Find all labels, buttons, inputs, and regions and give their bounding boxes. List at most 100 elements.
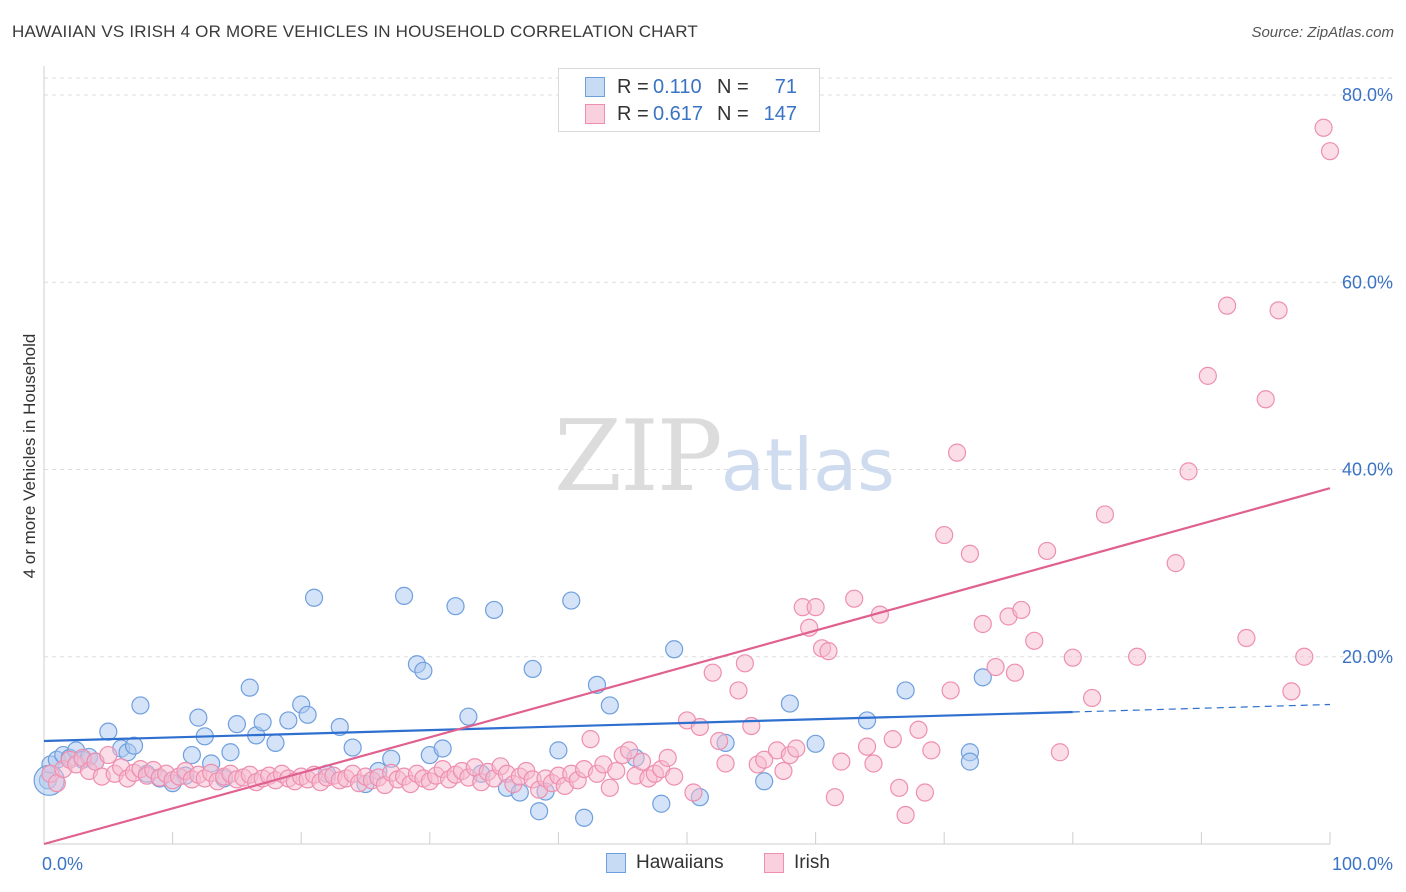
legend-r-value: 0.110 xyxy=(653,75,702,98)
y-tick-label-2: 60.0% xyxy=(1342,272,1393,292)
hawaiians-point-59 xyxy=(652,794,671,813)
irish-point-119 xyxy=(832,752,851,771)
irish-point-118 xyxy=(825,788,844,807)
irish-point-146 xyxy=(1166,554,1185,573)
hawaiians-point-18 xyxy=(182,745,201,765)
hawaiians-point-34 xyxy=(330,717,349,737)
legend-label-hawaiians: Hawaiians xyxy=(636,852,724,873)
irish-point-127 xyxy=(909,720,928,739)
irish-point-154 xyxy=(1295,647,1314,666)
irish-point-141 xyxy=(1050,743,1070,762)
hawaiians-point-43 xyxy=(433,739,452,758)
hawaiians-point-41 xyxy=(414,661,433,680)
x-tick-label-1: 100.0% xyxy=(1332,854,1393,874)
series-irish-points xyxy=(41,118,1340,825)
legend-r-label: R = xyxy=(617,75,649,98)
hawaiians-point-63 xyxy=(755,772,774,791)
irish-point-104 xyxy=(729,681,748,700)
hawaiians-trend-extension xyxy=(1072,703,1331,713)
irish-point-99 xyxy=(684,783,703,802)
irish-point-101 xyxy=(703,663,722,682)
irish-point-122 xyxy=(864,754,883,773)
hawaiians-point-67 xyxy=(896,681,915,700)
irish-point-140 xyxy=(1037,541,1057,561)
hawaiians-point-25 xyxy=(240,678,259,697)
legend-item-hawaiians: Hawaiians xyxy=(606,852,724,874)
irish-point-102 xyxy=(710,731,729,751)
hawaiians-point-60 xyxy=(665,640,684,659)
irish-point-156 xyxy=(1320,142,1340,161)
hawaiians-point-9 xyxy=(99,722,118,741)
legend-n-value: 71 xyxy=(774,75,797,98)
watermark-zip: ZIP xyxy=(554,400,723,514)
watermark-atlas: atlas xyxy=(720,423,895,507)
irish-point-115 xyxy=(806,598,825,617)
hawaiians-point-24 xyxy=(227,715,246,734)
hawaiians-point-29 xyxy=(279,711,298,730)
irish-point-121 xyxy=(857,737,877,756)
irish-point-105 xyxy=(735,654,754,673)
hawaiians-point-19 xyxy=(189,708,208,727)
x-tick-label-0: 0.0% xyxy=(42,854,83,874)
irish-point-132 xyxy=(947,443,967,462)
hawaiians-point-69 xyxy=(973,668,992,687)
legend-swatch-hawaiians xyxy=(585,77,605,97)
irish-point-152 xyxy=(1269,301,1288,320)
hawaiians-point-57 xyxy=(600,696,619,715)
irish-point-87 xyxy=(600,778,619,797)
irish-point-131 xyxy=(941,681,960,700)
irish-point-129 xyxy=(922,741,941,760)
hawaiians-point-13 xyxy=(131,696,150,715)
irish-point-155 xyxy=(1314,118,1333,137)
source-credit: Source: ZipAtlas.com xyxy=(1251,24,1394,41)
irish-point-124 xyxy=(883,730,902,749)
series-legend: Hawaiians Irish xyxy=(0,852,1406,876)
irish-point-153 xyxy=(1282,682,1301,701)
irish-point-130 xyxy=(935,525,954,545)
irish-point-97 xyxy=(665,767,684,786)
legend-n-label: N = xyxy=(717,102,749,125)
irish-point-137 xyxy=(1005,663,1025,682)
y-tick-label-0: 20.0% xyxy=(1342,647,1393,667)
irish-point-9 xyxy=(99,745,118,765)
axes xyxy=(43,66,1331,845)
irish-point-143 xyxy=(1082,688,1102,708)
irish-point-128 xyxy=(915,783,935,802)
legend-item-irish: Irish xyxy=(764,852,830,874)
irish-point-147 xyxy=(1179,462,1198,481)
irish-point-134 xyxy=(973,614,992,634)
legend-row-hawaiians: R = 0.110 N = 71 xyxy=(585,75,797,99)
irish-point-110 xyxy=(774,761,793,781)
legend-swatch-irish xyxy=(764,853,784,873)
irish-point-96 xyxy=(658,748,677,767)
legend-row-irish: R = 0.617 N = 147 xyxy=(585,102,797,126)
hawaiians-point-44 xyxy=(446,597,465,616)
irish-point-142 xyxy=(1063,648,1082,667)
irish-point-84 xyxy=(581,730,600,749)
legend-n-value: 147 xyxy=(763,102,797,125)
hawaiians-point-55 xyxy=(575,808,594,827)
watermark: ZIPatlas xyxy=(554,400,895,514)
irish-point-139 xyxy=(1025,631,1044,650)
irish-point-117 xyxy=(819,642,838,661)
legend-swatch-irish xyxy=(585,104,605,124)
hawaiians-point-31 xyxy=(298,705,317,724)
irish-point-126 xyxy=(896,805,915,825)
y-tick-label-1: 40.0% xyxy=(1342,460,1393,480)
irish-point-108 xyxy=(755,750,774,769)
y-tick-label-3: 80.0% xyxy=(1342,85,1393,105)
hawaiians-point-53 xyxy=(549,741,568,760)
irish-trend-line xyxy=(43,487,1331,846)
legend-r-value: 0.617 xyxy=(653,102,704,125)
grid-lines xyxy=(44,77,1394,658)
y-axis-label: 4 or more Vehicles in Household xyxy=(20,333,39,579)
irish-point-148 xyxy=(1198,366,1217,385)
irish-point-92 xyxy=(632,752,652,771)
irish-point-120 xyxy=(845,589,864,608)
irish-point-112 xyxy=(787,739,806,758)
irish-point-88 xyxy=(607,761,626,781)
hawaiians-point-27 xyxy=(253,713,272,732)
irish-point-133 xyxy=(960,544,980,563)
irish-point-90 xyxy=(620,741,639,760)
